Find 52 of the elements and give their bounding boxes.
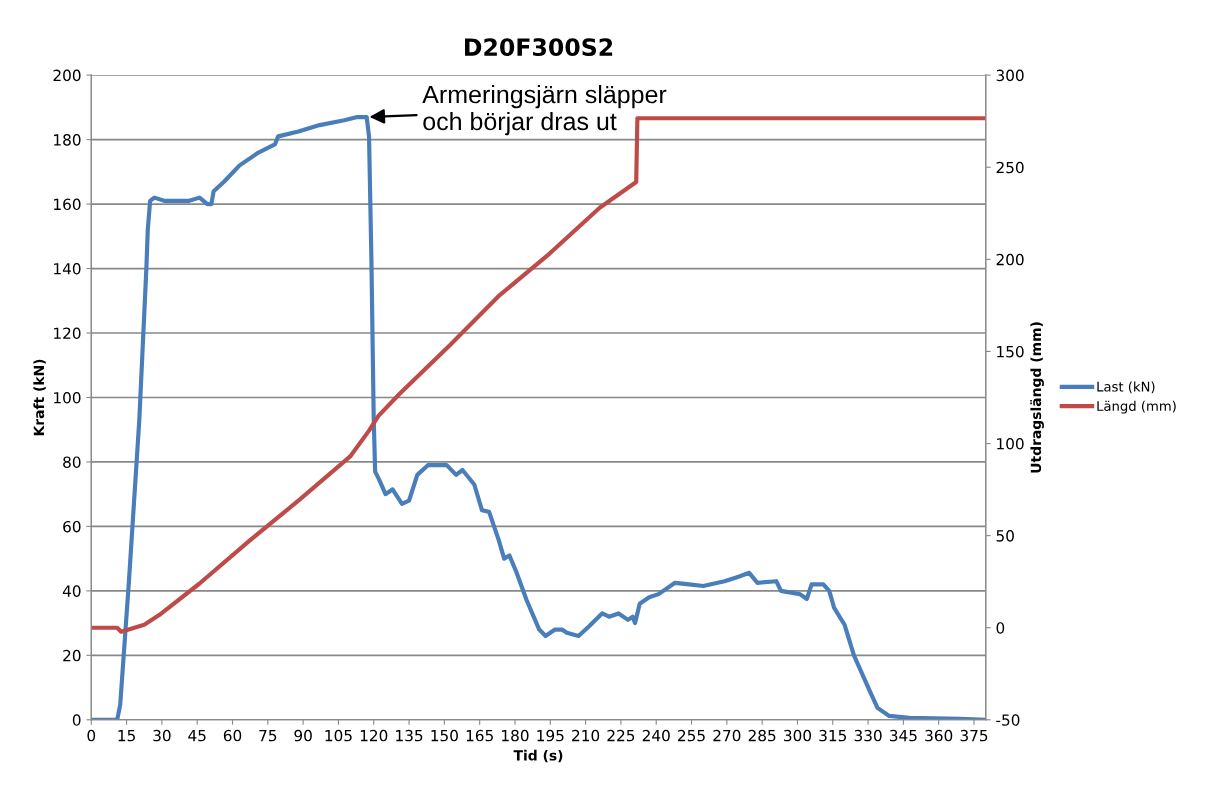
x-tick-label: 225 xyxy=(607,729,635,742)
x-tick-label: 60 xyxy=(223,729,242,742)
y-tick-label: 120 xyxy=(54,327,81,340)
y2-axis-title: Utdragslängd (mm) xyxy=(1030,322,1044,473)
legend-label: Längd (mm) xyxy=(1097,400,1176,414)
y-tick-label: 160 xyxy=(54,198,81,211)
annotation: Armeringsjärn släpper och börjar dras ut xyxy=(422,84,667,136)
x-tick-label: 90 xyxy=(294,729,312,742)
x-tick-label: 375 xyxy=(960,729,988,742)
y2-tick-label: 50 xyxy=(996,530,1014,542)
x-tick-label: 345 xyxy=(889,729,917,742)
x-axis-title: Tid (s) xyxy=(513,749,563,763)
y2-tick-label: 250 xyxy=(996,161,1024,174)
x-tick-label: 270 xyxy=(713,729,741,742)
x-tick-label: 330 xyxy=(854,729,882,742)
y2-tick-label: 150 xyxy=(997,345,1024,358)
y2-tick-label: -50 xyxy=(996,714,1020,726)
x-tick-label: 0 xyxy=(87,729,96,742)
y2-tick-label: 300 xyxy=(996,69,1024,82)
x-tick-label: 255 xyxy=(678,729,705,742)
y2-tick-label: 200 xyxy=(996,253,1024,266)
y-tick-label: 40 xyxy=(62,585,81,597)
x-tick-label: 300 xyxy=(784,729,812,742)
y2-tick-label: 100 xyxy=(997,437,1024,450)
x-tick-label: 15 xyxy=(118,730,135,742)
x-tick-label: 120 xyxy=(360,729,388,742)
y-tick-label: 100 xyxy=(54,391,81,404)
x-tick-label: 30 xyxy=(153,729,171,742)
x-tick-label: 180 xyxy=(502,729,529,742)
y-tick-label: 180 xyxy=(54,134,81,146)
chart-title: D20F300S2 xyxy=(465,38,613,57)
y-tick-label: 20 xyxy=(63,649,81,662)
x-tick-label: 285 xyxy=(748,729,776,742)
y-tick-label: 200 xyxy=(53,69,81,82)
x-tick-label: 240 xyxy=(642,729,670,742)
y-tick-label: 60 xyxy=(63,520,81,533)
x-tick-label: 360 xyxy=(925,729,953,742)
x-tick-label: 315 xyxy=(819,729,847,742)
x-tick-label: 165 xyxy=(466,729,493,742)
x-tick-label: 75 xyxy=(259,730,277,742)
x-tick-label: 135 xyxy=(396,729,423,742)
y-tick-label: 0 xyxy=(72,714,81,726)
x-tick-label: 210 xyxy=(572,729,600,742)
y-axis-title: Kraft (kN) xyxy=(33,359,46,436)
y-tick-label: 80 xyxy=(63,456,81,468)
y2-tick-label: 0 xyxy=(996,622,1005,634)
x-tick-label: 150 xyxy=(431,729,458,742)
x-tick-label: 105 xyxy=(325,729,352,742)
x-tick-label: 45 xyxy=(188,730,206,742)
legend-label: Last (kN) xyxy=(1097,381,1155,394)
y-tick-label: 140 xyxy=(54,263,81,275)
x-tick-label: 195 xyxy=(537,729,564,742)
